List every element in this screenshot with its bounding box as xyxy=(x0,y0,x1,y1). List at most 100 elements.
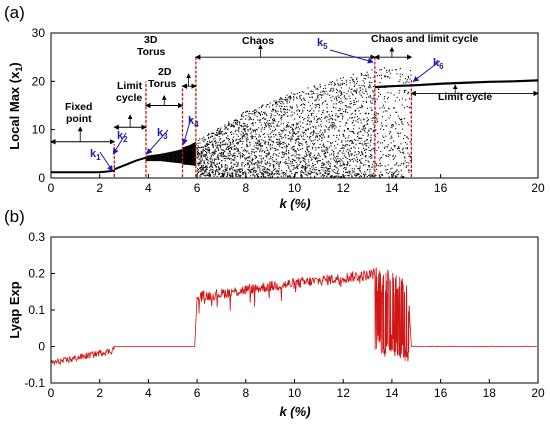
chaos-point xyxy=(260,173,263,175)
chaos-point xyxy=(347,119,349,121)
chaos-point xyxy=(385,169,387,171)
chaos-point xyxy=(271,172,274,174)
chaos-point xyxy=(372,117,374,119)
chaos-point xyxy=(214,137,216,139)
chaos-point xyxy=(303,167,305,169)
chaos-point xyxy=(326,111,328,113)
x-tick-label: 8 xyxy=(242,181,249,195)
chaos-point xyxy=(325,100,327,102)
chaos-point xyxy=(248,160,250,162)
chaos-point xyxy=(302,138,304,140)
chaos-point xyxy=(280,133,282,135)
chaos-point xyxy=(346,144,349,146)
chaos-point xyxy=(272,156,274,159)
chaos-point xyxy=(309,168,311,170)
chaos-point xyxy=(265,163,267,165)
chaos-point xyxy=(240,126,242,128)
chaos-point xyxy=(376,149,378,152)
chaos-point xyxy=(243,165,246,167)
chaos-point xyxy=(338,96,340,98)
chaos-point xyxy=(336,98,338,100)
chaos-point xyxy=(215,158,217,160)
chaos-point xyxy=(307,149,309,152)
chaos-point xyxy=(316,160,319,162)
chaos-point xyxy=(335,113,337,115)
chaos-point xyxy=(210,155,212,157)
chaos-point xyxy=(233,160,235,162)
chaos-point xyxy=(396,111,398,113)
chaos-point xyxy=(362,129,364,131)
chaos-point xyxy=(203,153,205,155)
chaos-point xyxy=(262,104,264,106)
chaos-point xyxy=(246,162,248,164)
chaos-point xyxy=(286,153,288,155)
chaos-point xyxy=(373,101,376,103)
chaos-point xyxy=(211,140,213,142)
chaos-point xyxy=(218,131,220,133)
chaos-point xyxy=(325,90,327,92)
chaos-point xyxy=(361,151,363,154)
chaos-point xyxy=(269,136,271,138)
chaos-point xyxy=(400,143,402,145)
chaos-point xyxy=(280,117,282,119)
chaos-point xyxy=(242,137,244,139)
chaos-point xyxy=(317,118,319,120)
chaos-point xyxy=(231,162,233,164)
chaos-point xyxy=(259,168,261,170)
chaos-point xyxy=(323,146,325,148)
chaos-point xyxy=(409,169,411,171)
chaos-point xyxy=(258,144,260,146)
chaos-point xyxy=(282,103,284,105)
chaos-point xyxy=(356,80,359,83)
chaos-point xyxy=(277,110,279,112)
chaos-point xyxy=(326,161,328,163)
chaos-point xyxy=(274,168,276,170)
chaos-point xyxy=(233,163,235,165)
chaos-point xyxy=(205,165,207,167)
chaos-point xyxy=(257,147,259,149)
chaos-point xyxy=(383,136,385,138)
chaos-point xyxy=(365,74,367,76)
chaos-point xyxy=(307,87,309,89)
chaos-point xyxy=(371,102,373,105)
chaos-point xyxy=(338,138,340,140)
chaos-point xyxy=(362,164,364,166)
chaos-point xyxy=(231,125,233,128)
chaos-point xyxy=(199,153,201,155)
chaos-point xyxy=(388,150,390,152)
chaos-point xyxy=(248,113,250,115)
chaos-point xyxy=(325,166,327,169)
chaos-point xyxy=(279,101,281,103)
chaos-point xyxy=(285,97,287,99)
chaos-point xyxy=(335,175,338,177)
chaos-point xyxy=(236,122,238,124)
chaos-point xyxy=(289,95,292,97)
chaos-point xyxy=(362,100,364,102)
chaos-point xyxy=(204,138,206,140)
chaos-point xyxy=(219,144,221,146)
chaos-point xyxy=(219,129,221,131)
chaos-point xyxy=(244,136,246,138)
chaos-point xyxy=(337,175,339,177)
chaos-point xyxy=(251,151,253,153)
chaos-point xyxy=(347,137,349,139)
chaos-point xyxy=(263,142,266,144)
chaos-point xyxy=(230,146,232,149)
chaos-point xyxy=(282,153,284,155)
chaos-point xyxy=(313,92,315,94)
chaos-point xyxy=(335,119,337,121)
chaos-point xyxy=(409,98,411,100)
chaos-point xyxy=(251,138,253,140)
chaos-point xyxy=(281,111,283,113)
chaos-point xyxy=(262,158,265,160)
chaos-point xyxy=(308,117,310,119)
chaos-point xyxy=(258,139,260,141)
chaos-point xyxy=(398,135,400,137)
chaos-point xyxy=(324,171,326,173)
chaos-point xyxy=(210,158,212,160)
chaos-point xyxy=(367,86,370,88)
chaos-point xyxy=(266,114,268,117)
x-tick-label: 2 xyxy=(96,181,103,195)
chaos-point xyxy=(269,102,271,104)
chaos-point xyxy=(340,176,342,178)
